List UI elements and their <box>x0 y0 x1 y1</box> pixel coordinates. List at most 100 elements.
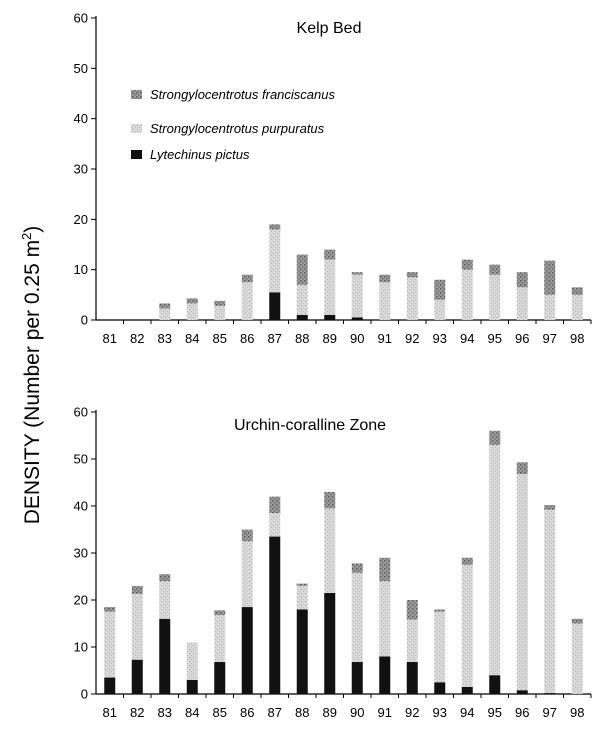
kelp-bed-x-tick-label: 95 <box>488 331 502 346</box>
urchin-coralline-bar-strongylocentrotus-franciscanus-94 <box>461 557 473 565</box>
urchin-coralline-x-tick-label: 88 <box>295 705 309 720</box>
urchin-coralline-bar-strongylocentrotus-purpuratus-89 <box>324 508 336 593</box>
legend-swatch-purpuratus <box>131 124 142 133</box>
kelp-bed-x-tick-label: 84 <box>185 331 199 346</box>
legend-label-purpuratus: Strongylocentrotus purpuratus <box>150 121 325 136</box>
kelp-bed-bar-strongylocentrotus-purpuratus-91 <box>379 282 391 320</box>
kelp-bed-bar-strongylocentrotus-franciscanus-83 <box>159 303 171 309</box>
kelp-bed-bar-strongylocentrotus-franciscanus-85 <box>214 300 226 306</box>
kelp-bed-bar-strongylocentrotus-purpuratus-90 <box>351 274 363 318</box>
urchin-coralline-bar-strongylocentrotus-franciscanus-89 <box>324 491 336 509</box>
kelp-bed-y-tick-label: 0 <box>81 313 88 328</box>
urchin-coralline-x-tick-label: 85 <box>213 705 227 720</box>
y-axis-label: DENSITY (Number per 0.25 m2) <box>19 226 44 525</box>
urchin-coralline-bar-strongylocentrotus-purpuratus-91 <box>379 581 391 657</box>
kelp-bed-x-tick-label: 93 <box>433 331 447 346</box>
urchin-coralline-bar-strongylocentrotus-purpuratus-83 <box>159 581 171 619</box>
urchin-coralline-x-tick-label: 95 <box>488 705 502 720</box>
kelp-bed-bar-strongylocentrotus-franciscanus-87 <box>269 224 281 230</box>
y-axis-label-close: ) <box>21 226 44 233</box>
urchin-coralline-bar-lytechinus-pictus-91 <box>379 656 391 694</box>
urchin-coralline-y-tick-label: 10 <box>74 640 88 655</box>
kelp-bed-bar-strongylocentrotus-franciscanus-86 <box>241 274 253 283</box>
urchin-coralline-bar-lytechinus-pictus-81 <box>104 677 116 694</box>
urchin-coralline-bar-lytechinus-pictus-86 <box>241 607 253 694</box>
kelp-bed-bar-strongylocentrotus-purpuratus-83 <box>159 308 171 320</box>
urchin-coralline-bar-strongylocentrotus-franciscanus-98 <box>571 618 583 624</box>
kelp-bed-x-tick-label: 82 <box>130 331 144 346</box>
kelp-bed-x-tick-label: 90 <box>350 331 364 346</box>
kelp-bed-bar-strongylocentrotus-franciscanus-96 <box>516 272 528 288</box>
urchin-coralline-bar-strongylocentrotus-franciscanus-88 <box>296 583 308 586</box>
urchin-coralline-bar-strongylocentrotus-franciscanus-85 <box>214 610 226 616</box>
kelp-bed-x-tick-label: 98 <box>570 331 584 346</box>
kelp-bed-bar-lytechinus-pictus-87 <box>269 292 281 320</box>
urchin-coralline-x-tick-label: 96 <box>515 705 529 720</box>
urchin-coralline-bar-strongylocentrotus-purpuratus-98 <box>571 623 583 694</box>
kelp-bed-bar-strongylocentrotus-franciscanus-93 <box>434 279 446 300</box>
urchin-coralline-x-tick-label: 87 <box>268 705 282 720</box>
kelp-bed-bar-strongylocentrotus-purpuratus-87 <box>269 229 281 293</box>
kelp-bed-bar-strongylocentrotus-purpuratus-97 <box>544 294 556 320</box>
urchin-coralline-bar-strongylocentrotus-purpuratus-88 <box>296 585 308 610</box>
urchin-coralline-y-tick-label: 50 <box>74 452 88 467</box>
kelp-bed-x-tick-label: 88 <box>295 331 309 346</box>
urchin-coralline-bar-strongylocentrotus-franciscanus-97 <box>544 505 556 510</box>
urchin-coralline-y-tick-label: 40 <box>74 499 88 514</box>
kelp-bed-bar-strongylocentrotus-franciscanus-94 <box>461 259 473 270</box>
legend-swatch-franciscanus <box>131 90 142 99</box>
legend: Strongylocentrotus franciscanus Strongyl… <box>131 87 335 162</box>
kelp-bed-bar-strongylocentrotus-franciscanus-88 <box>296 254 308 285</box>
kelp-bed-bar-strongylocentrotus-purpuratus-92 <box>406 277 418 320</box>
urchin-coralline-bar-lytechinus-pictus-89 <box>324 592 336 694</box>
kelp-bed-bar-strongylocentrotus-franciscanus-84 <box>186 298 198 304</box>
urchin-coralline-bar-lytechinus-pictus-85 <box>214 662 226 694</box>
urchin-coralline-bar-lytechinus-pictus-94 <box>461 686 473 694</box>
kelp-bed-bar-strongylocentrotus-purpuratus-94 <box>461 269 473 320</box>
urchin-coralline-bar-lytechinus-pictus-83 <box>159 618 171 694</box>
kelp-bed-bar-strongylocentrotus-franciscanus-98 <box>571 287 583 295</box>
urchin-coralline-bar-strongylocentrotus-purpuratus-87 <box>269 513 281 537</box>
kelp-bed-bar-strongylocentrotus-purpuratus-98 <box>571 294 583 320</box>
kelp-bed-bar-strongylocentrotus-purpuratus-93 <box>434 299 446 320</box>
urchin-coralline-y-tick-label: 60 <box>74 405 88 420</box>
urchin-coralline-bar-strongylocentrotus-purpuratus-97 <box>544 509 556 694</box>
urchin-coralline-bar-strongylocentrotus-franciscanus-90 <box>351 563 363 573</box>
kelp-bed-bar-strongylocentrotus-franciscanus-97 <box>544 260 556 295</box>
urchin-coralline-bar-strongylocentrotus-purpuratus-95 <box>489 444 501 676</box>
kelp-bed-bar-strongylocentrotus-franciscanus-91 <box>379 274 391 283</box>
urchin-coralline-bar-strongylocentrotus-purpuratus-90 <box>351 572 363 663</box>
urchin-coralline-bar-strongylocentrotus-franciscanus-96 <box>516 462 528 475</box>
kelp-bed-bar-strongylocentrotus-purpuratus-95 <box>489 274 501 320</box>
urchin-coralline-x-tick-label: 89 <box>323 705 337 720</box>
kelp-bed-y-tick-label: 50 <box>74 61 88 76</box>
urchin-coralline-bar-strongylocentrotus-franciscanus-81 <box>104 607 116 612</box>
kelp-bed-y-tick-label: 10 <box>74 262 88 277</box>
urchin-coralline-x-tick-label: 81 <box>103 705 117 720</box>
urchin-coralline-bar-strongylocentrotus-franciscanus-95 <box>489 430 501 445</box>
urchin-coralline-bar-lytechinus-pictus-95 <box>489 675 501 694</box>
kelp-bed-x-tick-label: 92 <box>405 331 419 346</box>
urchin-coralline-bar-lytechinus-pictus-87 <box>269 536 281 694</box>
urchin-coralline-title: Urchin-coralline Zone <box>234 417 386 434</box>
urchin-coralline-x-tick-label: 92 <box>405 705 419 720</box>
urchin-coralline-y-tick-label: 20 <box>74 593 88 608</box>
legend-label-franciscanus: Strongylocentrotus franciscanus <box>150 87 335 102</box>
kelp-bed-x-tick-label: 97 <box>543 331 557 346</box>
urchin-coralline-y-tick-label: 0 <box>81 687 88 702</box>
urchin-coralline-x-tick-label: 91 <box>378 705 392 720</box>
kelp-bed-bar-strongylocentrotus-franciscanus-90 <box>351 272 363 275</box>
legend-swatch-pictus <box>131 150 142 159</box>
urchin-coralline-bar-strongylocentrotus-franciscanus-93 <box>434 609 446 612</box>
urchin-coralline-bar-strongylocentrotus-purpuratus-92 <box>406 619 418 663</box>
kelp-bed-bar-strongylocentrotus-purpuratus-84 <box>186 303 198 320</box>
kelp-bed-bar-strongylocentrotus-purpuratus-85 <box>214 305 226 320</box>
urchin-coralline-bar-strongylocentrotus-purpuratus-96 <box>516 474 528 691</box>
urchin-coralline-bar-strongylocentrotus-purpuratus-84 <box>186 642 198 680</box>
urchin-coralline-x-tick-label: 97 <box>543 705 557 720</box>
kelp-bed-bar-strongylocentrotus-franciscanus-92 <box>406 272 418 278</box>
kelp-bed-bar-strongylocentrotus-franciscanus-89 <box>324 249 336 260</box>
urchin-coralline-bar-strongylocentrotus-franciscanus-86 <box>241 529 253 542</box>
urchin-coralline-bar-strongylocentrotus-purpuratus-93 <box>434 611 446 683</box>
